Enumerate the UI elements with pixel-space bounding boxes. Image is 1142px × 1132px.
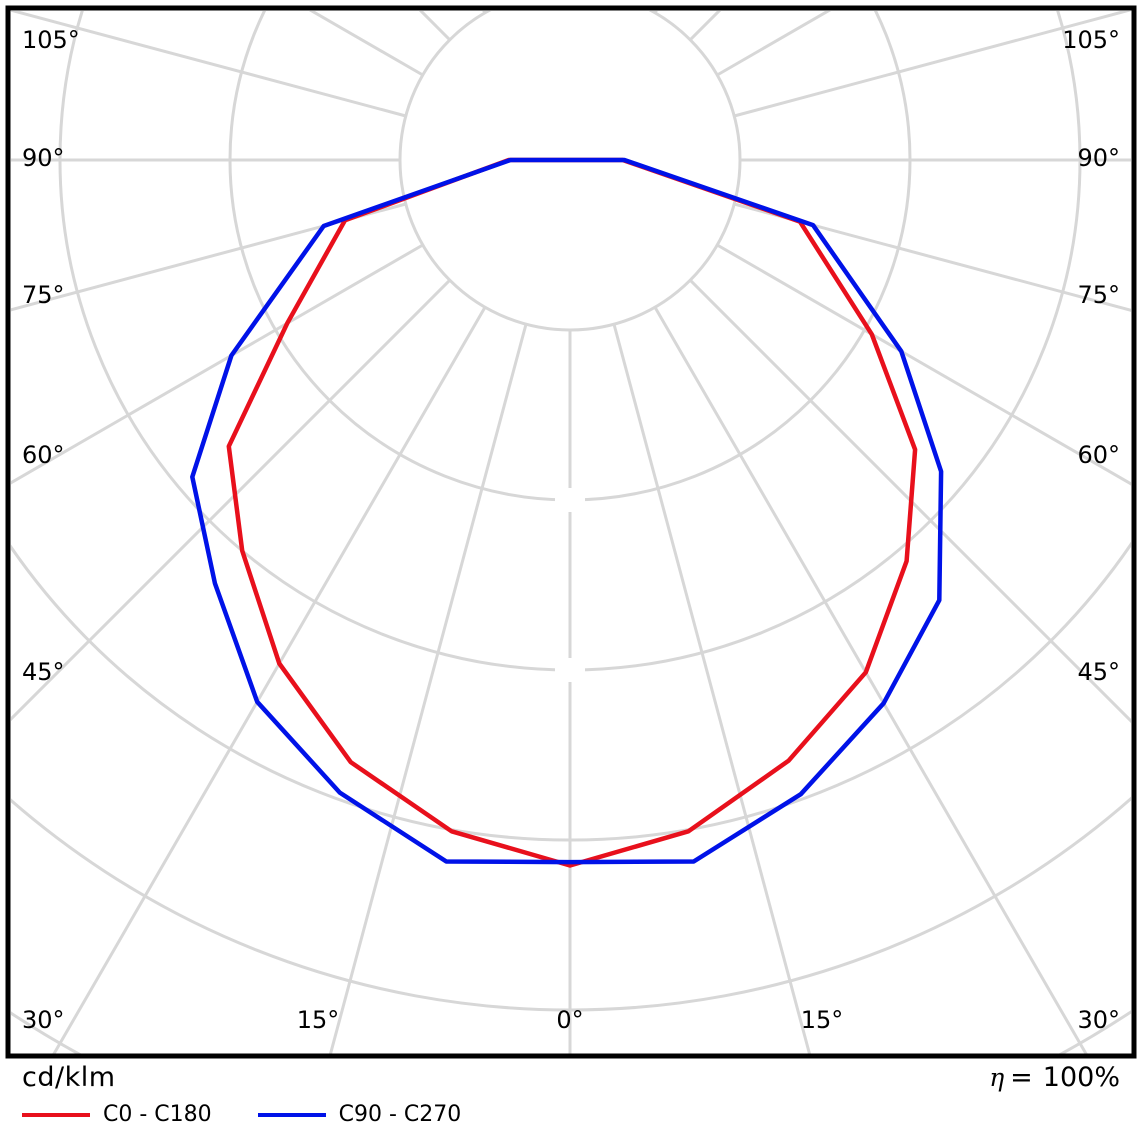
angle-tick-label: 15° — [801, 1006, 844, 1034]
ring-label-gap — [555, 658, 585, 682]
angle-tick-label: 45° — [22, 658, 65, 686]
eta-equals: = — [1010, 1062, 1033, 1093]
curve-c0-c180 — [226, 157, 918, 868]
grid-radial-line — [733, 202, 1131, 312]
angle-tick-label: 105° — [22, 26, 80, 54]
curve-c90-c270 — [190, 157, 944, 865]
grid-radial-line — [11, 279, 451, 722]
grid-ring — [398, 11, 742, 332]
angle-tick-label: 30° — [1077, 1006, 1120, 1034]
legend-item: C0 - C180 — [22, 1102, 212, 1127]
grid-radial-line — [733, 11, 1131, 118]
grid-radial-line — [52, 306, 487, 1054]
footer-top-row: cd/klm η = 100% — [22, 1062, 1120, 1093]
angle-tick-label: 30° — [22, 1006, 65, 1034]
legend-line-swatch — [22, 1112, 90, 1117]
legend-label: C90 - C270 — [338, 1102, 462, 1127]
grid-radial-line — [11, 202, 407, 312]
angle-tick-label: 45° — [1077, 658, 1120, 686]
chart-footer: cd/klm η = 100% C0 - C180 C90 - C270 — [0, 1060, 1142, 1132]
angle-tick-label: 90° — [1077, 144, 1120, 172]
angle-tick-label: 75° — [22, 281, 65, 309]
angle-tick-label: 60° — [22, 441, 65, 469]
grid-radial-line — [716, 243, 1131, 486]
eta-symbol: η — [989, 1063, 1005, 1092]
angle-tick-label: 0° — [556, 1006, 583, 1034]
ring-label-gap — [555, 488, 585, 512]
grid-radial-line — [328, 323, 528, 1054]
legend-label: C0 - C180 — [103, 1102, 212, 1127]
eta-value: 100% — [1042, 1062, 1120, 1093]
grid-radial-line — [612, 323, 812, 1054]
legend-line-swatch — [257, 1112, 326, 1117]
angle-tick-label: 75° — [1077, 281, 1120, 309]
grid-radial-line — [653, 306, 1088, 1054]
angle-tick-label: 15° — [297, 1006, 340, 1034]
grid-radial-line — [11, 11, 407, 118]
chart-frame — [5, 5, 1137, 1059]
polar-chart: 105° 90° 75° 60° 45° 30° 105° 90° 75° 60° 45° 30° 15… — [5, 5, 1137, 1059]
unit-label: cd/klm — [22, 1062, 116, 1093]
polar-grid — [11, 11, 1131, 1054]
grid-radial-line — [11, 243, 424, 485]
grid-radial-line — [689, 279, 1131, 724]
efficiency-label: η = 100% — [989, 1062, 1120, 1093]
angle-tick-label: 90° — [22, 144, 65, 172]
angle-tick-label: 60° — [1077, 441, 1120, 469]
angle-tick-label: 105° — [1062, 26, 1120, 54]
legend: C0 - C180 C90 - C270 — [22, 1102, 1120, 1127]
plot-area — [11, 11, 1131, 1054]
legend-item: C90 - C270 — [257, 1102, 462, 1127]
